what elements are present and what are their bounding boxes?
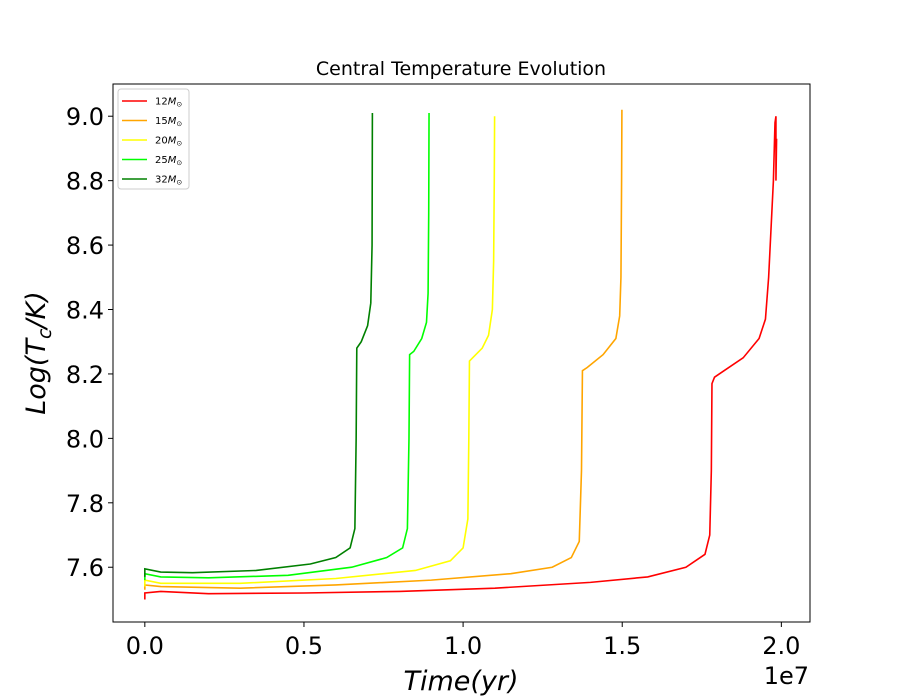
x-offset-label: 1e7 [764, 662, 809, 690]
series-line-15 [144, 109, 623, 590]
x-tick-label: 1.0 [444, 632, 482, 660]
x-tick-label: 1.5 [603, 632, 641, 660]
y-tick-label: 7.8 [66, 490, 104, 518]
y-axis-label-tail: /K) [21, 291, 52, 330]
series-layer [144, 109, 778, 600]
y-tick-label: 8.2 [66, 361, 104, 389]
y-tick-label: 9.0 [66, 103, 104, 131]
x-tick-label: 0.5 [285, 632, 323, 660]
y-tick-label: 7.6 [66, 554, 104, 582]
x-axis-ticks: 0.0 0.5 1.0 1.5 2.0 [126, 622, 800, 660]
series-line-12 [144, 116, 778, 600]
x-tick-label: 2.0 [762, 632, 800, 660]
y-tick-label: 8.4 [66, 297, 104, 325]
series-line-20 [144, 116, 496, 587]
legend-box [117, 88, 190, 190]
series-line-32 [144, 112, 374, 577]
chart-title: Central Temperature Evolution [316, 58, 606, 80]
plot-frame [112, 83, 811, 623]
legend-entry-32: 32M⊙ [155, 175, 182, 187]
series-line-25 [144, 112, 430, 581]
y-tick-label: 8.6 [66, 232, 104, 260]
legend: 12M⊙ 15M⊙ 20M⊙ 25M⊙ 32M⊙ [117, 88, 190, 190]
x-axis-label: Time(yr) [403, 666, 518, 697]
y-tick-label: 8.8 [66, 168, 104, 196]
y-tick-label: 8.0 [66, 425, 104, 453]
y-axis-ticks: 7.6 7.8 8.0 8.2 8.4 8.6 8.8 9.0 [66, 103, 113, 582]
legend-entry-12: 12M⊙ [155, 97, 182, 109]
legend-entry-15: 15M⊙ [155, 116, 182, 128]
y-axis-label: Log(Tc/K) [21, 291, 56, 415]
x-tick-label: 0.0 [126, 632, 164, 660]
y-axis-label-sub: c [34, 328, 56, 339]
y-axis-label-main: Log(T [21, 337, 52, 415]
legend-entry-25: 25M⊙ [155, 155, 182, 167]
legend-entry-20: 20M⊙ [155, 136, 182, 148]
